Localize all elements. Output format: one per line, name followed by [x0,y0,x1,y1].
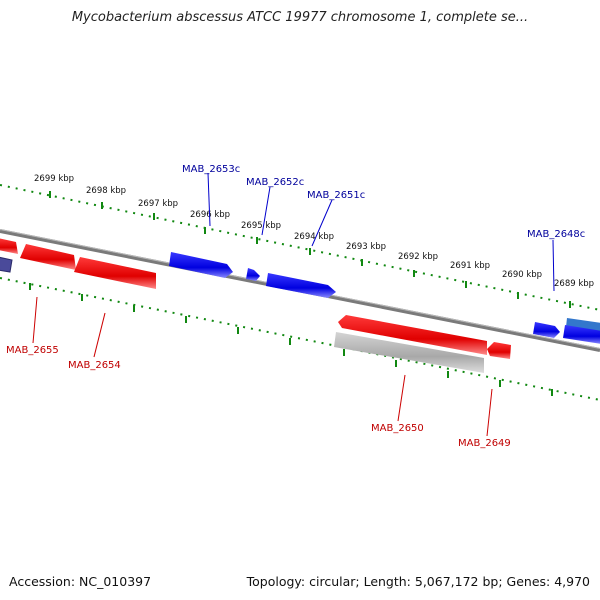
gene-label-mab-2655[interactable]: MAB_2655 [6,345,59,356]
gene-feature-mab-2653c[interactable] [169,252,233,278]
tick-label-2690: 2690 kbp [502,270,542,280]
map-title: Mycobacterium abscessus ATCC 19977 chrom… [71,10,529,25]
tick-label-2694: 2694 kbp [294,232,334,242]
reverse-gene-labels: MAB_2655 MAB_2654 MAB_2650 MAB_2649 [6,345,511,449]
tick-label-2693: 2693 kbp [346,242,386,252]
gene-feature-mab-2651c[interactable] [533,322,560,338]
gene-feature-forward[interactable] [0,256,13,273]
tick-label-2689: 2689 kbp [554,279,594,289]
gene-feature-mab-2654[interactable] [74,257,156,289]
outer-major-ticks [49,191,571,308]
gene-feature-mab-2648c-inner[interactable] [566,318,600,332]
inner-scale-track [0,277,600,401]
gene-label-mab-2650[interactable]: MAB_2650 [371,423,424,434]
reverse-genes [0,238,511,373]
gene-feature-mab-2652c[interactable] [266,273,336,298]
gene-label-mab-2651c[interactable]: MAB_2651c [307,190,365,201]
gene-label-mab-2652c[interactable]: MAB_2652c [246,177,304,188]
gene-feature-mab-2648c[interactable] [563,325,600,344]
inner-major-ticks [29,283,553,396]
summary-text: Topology: circular; Length: 5,067,172 bp… [246,574,590,589]
gene-feature-mab-2649[interactable] [487,342,511,359]
gene-label-mab-2654[interactable]: MAB_2654 [68,360,121,371]
tick-label-2698: 2698 kbp [86,186,126,196]
gene-feature-mab-2655[interactable] [20,244,76,270]
accession-text: Accession: NC_010397 [9,574,152,589]
forward-genes [0,252,600,344]
gene-feature-mab-2650-pseudo[interactable] [334,332,484,373]
gene-label-mab-2653c[interactable]: MAB_2653c [182,164,240,175]
tick-label-2697: 2697 kbp [138,199,178,209]
label-connectors [32,172,555,437]
tick-label-2695: 2695 kbp [241,221,281,231]
gene-feature-reverse-edge[interactable] [0,238,18,254]
gene-feature-mab-2650[interactable] [338,315,487,355]
gene-label-mab-2649[interactable]: MAB_2649 [458,438,511,449]
tick-label-2691: 2691 kbp [450,261,490,271]
tick-label-2699: 2699 kbp [34,174,74,184]
gene-feature-forward-small[interactable] [246,268,260,281]
tick-label-2692: 2692 kbp [398,252,438,262]
forward-gene-labels: MAB_2653c MAB_2652c MAB_2651c MAB_2648c [182,164,585,240]
gene-label-mab-2648c[interactable]: MAB_2648c [527,229,585,240]
